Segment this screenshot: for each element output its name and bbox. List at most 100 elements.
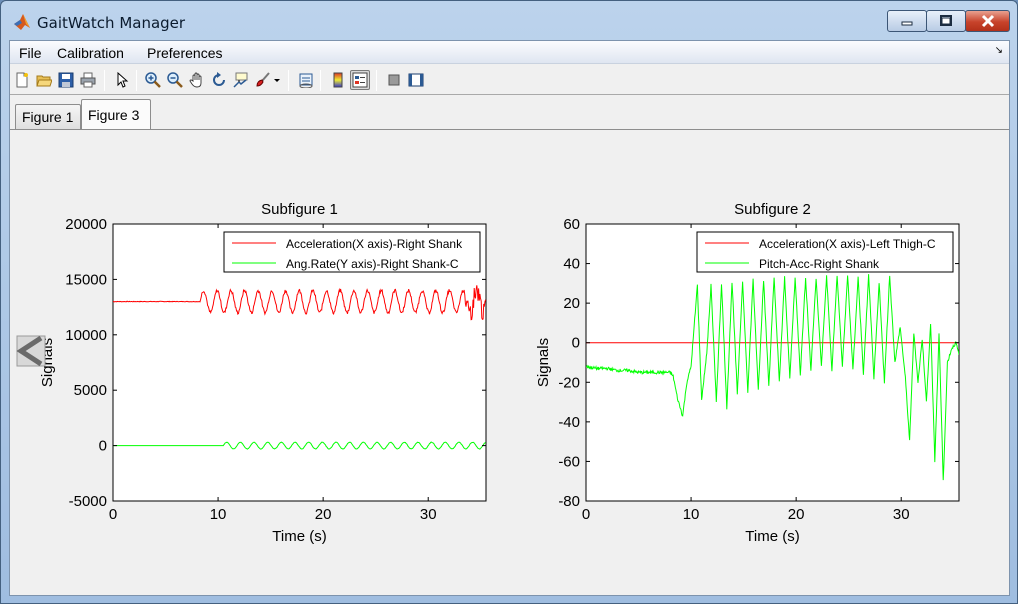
new-file-button[interactable] [12,70,32,90]
legend-box [223,231,481,273]
legend-entry: Acceleration(X axis)-Right Shank [286,237,463,251]
minimize-button[interactable] [887,10,927,32]
save-icon [58,72,74,88]
y-tick-label: 10000 [65,327,107,344]
menu-file[interactable]: File [19,45,42,61]
toolbar-separator [136,70,137,91]
rotate-3d-button[interactable] [209,70,229,90]
x-tick-label: 30 [420,506,437,523]
figure-panel: 0 10 20 30 -5000 0 5000 10000 15000 20000 Subfigur… [10,129,1009,595]
brush-button[interactable] [253,70,273,90]
zoom-out-icon [167,72,183,88]
subplot-2 [585,223,960,502]
hide-plot-tools-icon [388,74,400,86]
y-tick-label: -80 [558,493,580,510]
series-line-1 [113,285,486,321]
y-tick-label: 5000 [74,382,107,399]
tab-figure-1[interactable]: Figure 1 [15,104,81,130]
toolbar [10,65,1009,95]
dock-arrow-icon[interactable]: ↘ [994,45,1003,56]
print-icon [80,72,96,88]
toolbar-separator [288,70,289,91]
y-axis-label: Signals [535,338,552,387]
show-plot-tools-icon [408,73,424,87]
menu-bar: File Calibration Preferences ↘ [10,41,1009,64]
legend-entry: Acceleration(X axis)-Left Thigh-C [759,237,936,251]
maximize-button[interactable] [926,10,966,32]
legend-icon [352,72,368,88]
title-bar[interactable]: GaitWatch Manager [1,1,1017,39]
zoom-out-button[interactable] [165,70,185,90]
open-folder-button[interactable] [34,70,54,90]
rotate-3d-icon [213,72,225,86]
y-tick-label: -5000 [69,493,107,510]
x-tick-label: 20 [788,506,805,523]
save-button[interactable] [56,70,76,90]
minimize-icon [901,21,913,26]
brush-dropdown[interactable] [272,70,282,90]
window-title: GaitWatch Manager [37,14,186,32]
data-cursor-button[interactable] [231,70,251,90]
matlab-icon [14,14,30,30]
plot-canvas: 0 10 20 30-500005000100001500020000Subfigur… [16,201,960,545]
chevron-down-icon [274,79,280,82]
menu-preferences[interactable]: Preferences [147,45,223,61]
x-axis-label: Time (s) [272,528,326,545]
toolbar-separator [376,70,377,91]
maximize-icon [940,15,952,26]
pan-hand-icon [189,72,202,88]
series-line-2 [113,441,486,450]
y-tick-label: -40 [558,414,580,431]
menu-calibration[interactable]: Calibration [57,45,124,61]
y-tick-label: 60 [563,216,580,233]
x-tick-label: 10 [683,506,700,523]
zoom-in-icon [145,72,161,88]
hide-plot-tools-button[interactable] [384,70,404,90]
data-cursor-icon [233,72,248,88]
open-folder-icon [36,75,52,87]
x-tick-label: 0 [582,506,590,523]
pointer-button[interactable] [112,70,132,90]
print-button[interactable] [78,70,98,90]
y-tick-label: -20 [558,374,580,391]
x-axis-label: Time (s) [745,528,799,545]
chart-title: Subfigure 1 [261,201,338,218]
client-area: File Calibration Preferences ↘ [9,40,1010,596]
colorbar-button[interactable] [328,70,348,90]
chevron-left-icon[interactable] [16,335,46,367]
link-plot-icon [299,73,313,88]
x-tick-label: 10 [210,506,227,523]
y-tick-label: -60 [558,453,580,470]
y-tick-label: 0 [99,438,107,455]
legend-box [696,231,954,273]
toolbar-separator [104,70,105,91]
subplot-1 [112,223,487,502]
zoom-in-button[interactable] [143,70,163,90]
y-tick-label: 40 [563,256,580,273]
brush-icon [256,72,270,87]
chart-title: Subfigure 2 [734,201,811,218]
show-plot-tools-button[interactable] [406,70,426,90]
pointer-icon [117,72,129,88]
series-line-2 [586,274,959,481]
x-tick-label: 20 [315,506,332,523]
close-button[interactable] [965,10,1010,32]
tab-figure-3[interactable]: Figure 3 [81,99,151,130]
pan-button[interactable] [187,70,207,90]
link-plot-button[interactable] [296,70,316,90]
new-file-icon [16,72,28,88]
y-tick-label: 20 [563,295,580,312]
legend-button[interactable] [350,70,370,90]
legend-entry: Ang.Rate(Y axis)-Right Shank-C [286,257,459,271]
legend-entry: Pitch-Acc-Right Shank [759,257,880,271]
close-icon [981,14,994,28]
chevron-left-icon-shape [16,335,43,367]
x-tick-label: 0 [109,506,117,523]
y-tick-label: 20000 [65,216,107,233]
y-tick-label: 15000 [65,271,107,288]
x-tick-label: 30 [893,506,910,523]
toolbar-separator [320,70,321,91]
y-tick-label: 0 [572,335,580,352]
colorbar-icon [333,72,343,88]
